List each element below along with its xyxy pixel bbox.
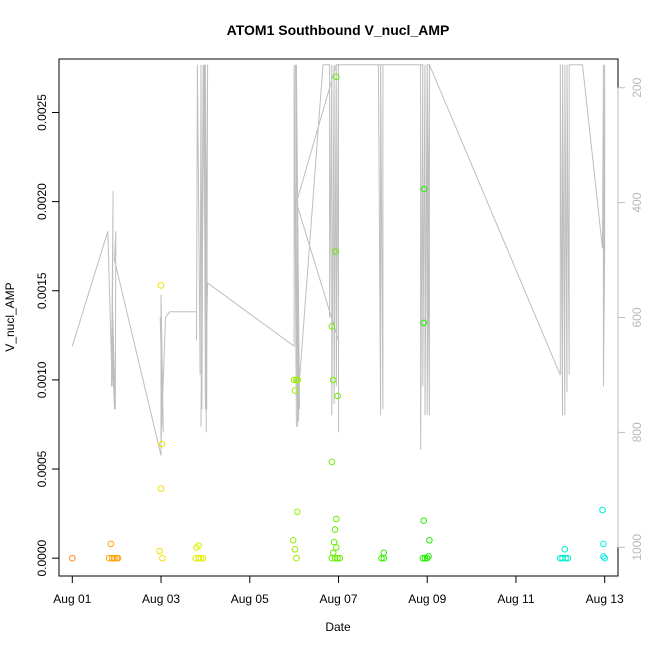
data-point xyxy=(195,554,202,562)
data-point xyxy=(423,554,431,562)
data-point xyxy=(426,537,433,544)
data-point xyxy=(158,440,166,448)
data-point xyxy=(291,546,299,553)
data-point xyxy=(425,553,432,560)
data-point xyxy=(380,549,388,557)
x-tick-label: Aug 07 xyxy=(319,592,357,606)
data-point xyxy=(420,185,428,193)
data-point xyxy=(420,319,428,327)
data-point xyxy=(600,553,607,560)
data-point xyxy=(114,554,122,562)
right-tick-label: 200 xyxy=(630,77,644,97)
x-tick-label: Aug 01 xyxy=(53,592,91,606)
data-point xyxy=(111,554,118,562)
data-point xyxy=(564,554,572,562)
data-point xyxy=(421,554,429,562)
data-point xyxy=(333,73,340,81)
data-point xyxy=(329,549,337,557)
x-tick-label: Aug 11 xyxy=(497,592,534,606)
y-tick-label: 0.0000 xyxy=(35,539,49,576)
data-point xyxy=(197,554,205,562)
data-point xyxy=(294,376,302,384)
data-point xyxy=(293,554,300,562)
data-point xyxy=(330,538,338,546)
data-point xyxy=(332,248,339,255)
data-point xyxy=(331,554,339,562)
y-tick-label: 0.0010 xyxy=(35,361,49,398)
data-point xyxy=(69,554,76,562)
data-point xyxy=(336,554,344,562)
data-point xyxy=(157,485,165,492)
x-tick-label: Aug 05 xyxy=(231,592,269,606)
y-axis-label: V_nucl_AMP xyxy=(3,282,17,351)
data-point xyxy=(156,547,163,555)
data-point xyxy=(601,554,609,562)
x-tick-label: Aug 03 xyxy=(142,592,180,606)
data-point xyxy=(380,554,388,562)
data-point xyxy=(195,542,202,550)
y-tick-label: 0.0015 xyxy=(35,272,49,309)
y-axis: 0.0000 0.0005 0.0010 0.0015 0.0020 0.0025 xyxy=(35,94,60,577)
line-series-group xyxy=(71,64,606,456)
data-point xyxy=(107,540,115,548)
right-tick-label: 1000 xyxy=(630,534,644,561)
data-point xyxy=(333,544,340,551)
data-point xyxy=(328,458,336,466)
points-group xyxy=(69,73,609,562)
x-axis: Aug 01 Aug 03 Aug 05 Aug 07 Aug 09 Aug 11 Aug … xyxy=(53,575,624,606)
data-point xyxy=(331,526,339,533)
data-point xyxy=(159,554,166,562)
data-point xyxy=(378,554,385,562)
y-tick-label: 0.0025 xyxy=(35,94,49,131)
line-series-path xyxy=(71,64,606,456)
x-tick-label: Aug 13 xyxy=(586,592,624,606)
data-point xyxy=(333,515,340,523)
data-point xyxy=(157,282,165,289)
data-point xyxy=(600,540,607,548)
data-point xyxy=(329,376,337,384)
data-point xyxy=(328,323,336,330)
data-point xyxy=(291,387,299,394)
data-point xyxy=(562,554,569,562)
data-point xyxy=(420,517,428,525)
x-tick-label: Aug 09 xyxy=(408,592,446,606)
data-point xyxy=(561,546,569,553)
right-tick-label: 800 xyxy=(630,422,644,442)
y-axis-right: 200 400 600 800 1000 xyxy=(617,77,644,561)
data-point xyxy=(419,554,427,562)
x-axis-label: Date xyxy=(325,620,351,634)
data-point xyxy=(289,537,297,544)
data-point xyxy=(293,508,301,516)
data-point xyxy=(334,392,341,400)
data-point xyxy=(599,506,606,514)
y-tick-label: 0.0005 xyxy=(35,450,49,487)
data-point xyxy=(334,554,341,562)
right-tick-label: 400 xyxy=(630,192,644,212)
data-point xyxy=(290,376,298,384)
data-point xyxy=(199,554,207,562)
right-tick-label: 600 xyxy=(630,307,644,327)
y-tick-label: 0.0020 xyxy=(35,183,49,220)
chart-title: ATOM1 Southbound V_nucl_AMP xyxy=(227,22,450,38)
